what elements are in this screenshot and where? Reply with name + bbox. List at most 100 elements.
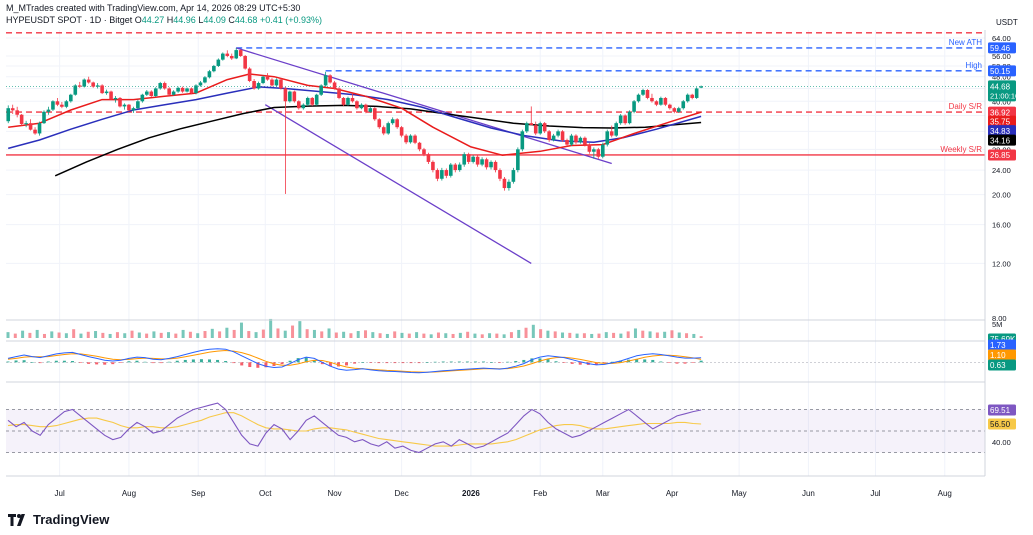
volume-bar — [312, 329, 316, 338]
candle-body — [319, 85, 323, 95]
candle-body — [279, 79, 283, 89]
ema-tag: 34.16 — [990, 136, 1011, 145]
level-label: High — [966, 61, 982, 70]
volume-bar — [210, 328, 214, 338]
candle-body — [404, 135, 408, 143]
candle-body — [332, 82, 337, 89]
volume-bar — [159, 332, 163, 338]
rsi-ma-tag: 56.50 — [990, 420, 1011, 429]
candle-body — [641, 89, 645, 95]
macd-histogram-bar — [401, 362, 405, 364]
rsi-line — [7, 402, 702, 454]
candle-body — [408, 135, 413, 143]
macd-histogram-bar — [304, 357, 308, 363]
candle-body — [511, 170, 516, 182]
candle-body — [471, 156, 475, 162]
candle-body — [556, 131, 560, 136]
volume-bar — [444, 333, 448, 338]
macd-histogram-bar — [288, 360, 292, 363]
candle-body — [136, 101, 140, 109]
candle-body — [15, 110, 19, 115]
macd-histogram-bar — [183, 359, 187, 363]
macd-histogram-bar — [240, 362, 244, 366]
candle-body — [596, 149, 601, 157]
volume-bar — [451, 333, 455, 338]
candle-body — [46, 109, 51, 112]
volume-bar — [641, 330, 645, 338]
candle-body — [650, 97, 654, 102]
macd-line — [7, 348, 702, 374]
candle-body — [565, 140, 569, 145]
candle-body — [560, 131, 565, 141]
candle-body — [475, 156, 480, 165]
macd-histogram-bar — [482, 361, 486, 363]
volume-bar — [422, 333, 426, 338]
candle-body — [681, 101, 686, 109]
volume-bar — [94, 331, 98, 338]
macd-histogram-bar — [312, 360, 316, 363]
volume-bar — [677, 332, 681, 338]
macd-histogram-bar — [328, 362, 332, 367]
candle-body — [189, 88, 194, 94]
candle-body — [516, 149, 520, 171]
candle-body — [91, 82, 95, 87]
chart-credit: M_MTrades created with TradingView.com, … — [6, 3, 301, 13]
macd-histogram-bar — [691, 362, 695, 363]
candle-body — [533, 125, 538, 134]
symbol-legend: HYPEUSDT SPOT · 1D · Bitget O44.27 H44.9… — [6, 15, 322, 25]
candle-body — [350, 97, 355, 102]
high-value: 44.96 — [173, 15, 196, 25]
volume-bar — [108, 333, 112, 338]
candle-body — [77, 85, 82, 87]
candle-body — [265, 76, 270, 80]
candle-body — [149, 91, 154, 97]
volume-bar — [196, 333, 200, 338]
macd-histogram-bar — [38, 362, 42, 364]
volume-bar — [546, 330, 550, 338]
volume-bar — [385, 333, 389, 338]
macd-histogram-bar — [345, 362, 349, 366]
volume-bar — [35, 329, 39, 338]
channel-upper-line — [236, 47, 612, 165]
candle-body — [203, 77, 207, 83]
candle-body — [225, 53, 230, 56]
macd-histogram-bar — [377, 362, 381, 364]
candle-body — [243, 55, 247, 69]
volume-bar — [342, 331, 346, 338]
candle-body — [42, 111, 46, 124]
candle-body — [444, 170, 449, 176]
candle-body — [551, 135, 556, 141]
volume-bar — [531, 324, 535, 338]
y-tick-label: 20.00 — [992, 191, 1011, 200]
candle-body — [198, 82, 203, 86]
candle-body — [690, 94, 694, 98]
candle-body — [86, 79, 91, 83]
volume-bar — [320, 331, 324, 338]
last-price-tag: 44.68 — [990, 82, 1011, 91]
x-tick-label: Dec — [395, 489, 409, 498]
level-tag-bg — [988, 149, 1016, 161]
candle-body — [636, 94, 641, 102]
x-tick-label: Sep — [191, 489, 206, 498]
volume-bar — [400, 332, 404, 338]
candle-body — [484, 159, 489, 168]
candle-body — [297, 101, 301, 109]
close-label: C — [228, 15, 235, 25]
candle-body — [24, 123, 28, 125]
candle-body — [440, 170, 444, 179]
candle-body — [609, 131, 614, 136]
x-tick-label: Oct — [259, 489, 272, 498]
candle-body — [659, 97, 663, 105]
volume-bar — [458, 332, 462, 338]
macd-histogram-bar — [127, 361, 131, 363]
candle-body — [95, 85, 100, 87]
volume-bar — [466, 331, 470, 338]
candle-body — [386, 123, 391, 134]
macd-histogram-bar — [54, 360, 58, 363]
volume-bar — [327, 328, 331, 338]
candle-body — [627, 111, 632, 124]
candle-body — [69, 94, 73, 102]
symbol-title[interactable]: HYPEUSDT SPOT · 1D · Bitget — [6, 15, 133, 25]
volume-bar — [509, 332, 513, 338]
